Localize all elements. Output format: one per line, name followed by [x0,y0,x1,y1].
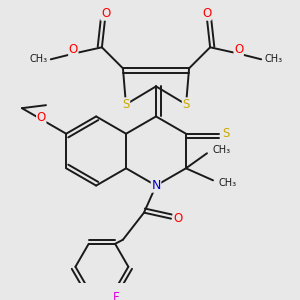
Text: S: S [222,127,229,140]
Text: CH₃: CH₃ [219,178,237,188]
Text: CH₃: CH₃ [30,54,48,64]
Text: O: O [234,43,243,56]
Text: S: S [182,98,190,111]
Text: CH₃: CH₃ [264,54,282,64]
Text: O: O [101,7,110,20]
Text: O: O [69,43,78,56]
Text: CH₃: CH₃ [213,145,231,155]
Text: N: N [151,179,161,192]
Text: F: F [113,291,120,300]
Text: O: O [173,212,182,225]
Text: S: S [122,98,130,111]
Text: O: O [202,7,211,20]
Text: O: O [37,111,46,124]
